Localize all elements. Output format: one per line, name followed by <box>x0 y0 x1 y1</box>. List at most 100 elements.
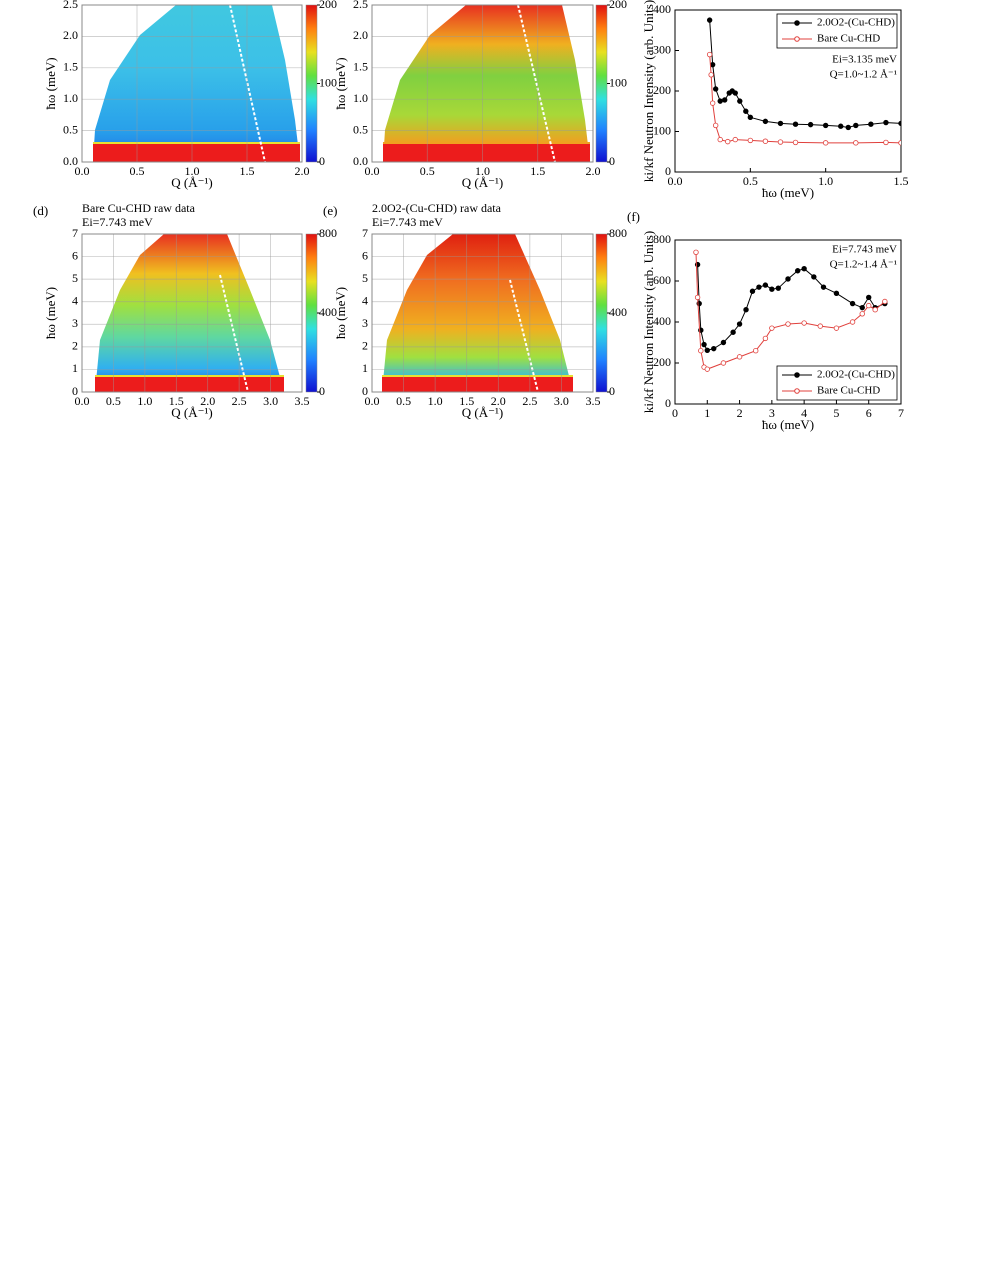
x-tick-label: 0.0 <box>75 394 90 408</box>
data-point <box>722 97 728 103</box>
data-point <box>753 348 759 354</box>
x-tick-label: 1.0 <box>137 394 152 408</box>
colorbar <box>595 233 608 393</box>
data-point <box>717 98 723 104</box>
legend-box <box>776 365 898 401</box>
panel-label: (f) <box>627 209 640 224</box>
data-point <box>717 136 723 143</box>
data-point <box>704 347 710 353</box>
plot-area <box>706 17 901 146</box>
data-point <box>712 86 719 92</box>
y-tick-label: 3 <box>72 316 78 330</box>
x-tick-label: 0.5 <box>106 394 121 408</box>
colorbar-label: 400 <box>319 305 337 319</box>
x-tick-label: 1.5 <box>240 164 255 178</box>
x-tick-label: 1.5 <box>530 164 545 178</box>
y-tick-label: 400 <box>653 2 671 16</box>
data-point <box>820 284 827 290</box>
colorbar-label: 200 <box>319 0 337 11</box>
legend-box <box>776 13 898 49</box>
y-tick-label: 0 <box>72 384 78 398</box>
data-point <box>785 276 791 282</box>
y-tick-label: 1.0 <box>63 91 78 105</box>
colorbar-label: 400 <box>609 305 627 319</box>
data-point <box>838 123 844 129</box>
y-tick-label: 0.5 <box>63 122 78 136</box>
y-axis-label: ħω (meV) <box>43 57 58 109</box>
panel-label: (d) <box>33 203 48 218</box>
x-tick-label: 4 <box>801 406 807 420</box>
y-tick-label: 0.0 <box>63 154 78 168</box>
legend-marker <box>794 388 800 394</box>
data-point <box>801 320 807 326</box>
data-point <box>811 274 817 280</box>
data-point <box>730 329 736 335</box>
data-point <box>868 121 874 127</box>
panel-subtitle: Ei=7.743 meV <box>82 215 153 229</box>
colorbar <box>595 4 608 163</box>
x-tick-label: 1.5 <box>459 394 474 408</box>
x-tick-label: 1.0 <box>818 174 833 188</box>
data-point <box>882 298 888 305</box>
x-tick-label: 6 <box>866 406 872 420</box>
data-point <box>732 136 738 143</box>
data-point <box>712 122 719 129</box>
colorbar <box>305 4 318 163</box>
x-tick-label: 0.5 <box>743 174 758 188</box>
y-tick-label: 200 <box>653 355 671 369</box>
x-tick-label: 1.0 <box>475 164 490 178</box>
x-tick-label: 2.0 <box>491 394 506 408</box>
data-point <box>732 90 738 96</box>
data-point <box>711 345 717 352</box>
x-tick-label: 1 <box>704 406 710 420</box>
colorbar-label: 0 <box>609 384 615 398</box>
y-tick-label: 0.0 <box>353 154 368 168</box>
x-axis-label: Q (Å⁻¹) <box>171 405 212 420</box>
heatmap-image <box>93 4 300 163</box>
data-point <box>743 307 749 313</box>
x-axis-label: ħω (meV) <box>762 417 814 432</box>
data-point <box>737 98 743 104</box>
y-tick-label: 1.5 <box>353 60 368 74</box>
panel-title: Bare Cu-CHD raw data <box>82 201 196 215</box>
data-point <box>743 108 749 114</box>
legend-marker <box>794 20 800 26</box>
y-tick-label: 7 <box>362 226 368 240</box>
data-point <box>762 335 769 342</box>
x-tick-label: 3.0 <box>263 394 278 408</box>
plot-frame <box>674 239 902 405</box>
data-point <box>769 286 775 292</box>
x-tick-label: 2.5 <box>232 394 247 408</box>
data-point <box>898 120 901 127</box>
y-tick-label: 0 <box>665 164 671 178</box>
x-tick-label: 2.5 <box>522 394 537 408</box>
data-point <box>706 51 713 58</box>
y-tick-label: 2.0 <box>353 28 368 42</box>
y-axis-label: ki/kf Neutron Intensity (arb. Units) <box>641 231 656 413</box>
colorbar-label: 0 <box>319 154 325 168</box>
plot-area <box>693 249 888 372</box>
y-tick-label: 4 <box>362 293 368 307</box>
data-point <box>849 319 856 325</box>
x-tick-label: 2.0 <box>295 164 310 178</box>
y-tick-label: 100 <box>653 123 671 137</box>
data-point <box>762 138 769 144</box>
legend-marker <box>794 372 800 378</box>
x-tick-label: 3.0 <box>554 394 569 408</box>
data-point <box>866 294 872 301</box>
data-point <box>749 288 756 294</box>
data-point <box>792 139 799 146</box>
panel-subtitle: Ei=7.743 meV <box>372 215 443 229</box>
plot-frame <box>674 9 902 173</box>
x-tick-label: 0.0 <box>75 164 90 178</box>
y-tick-label: 4 <box>72 293 78 307</box>
data-point <box>859 304 865 311</box>
data-point <box>736 321 743 327</box>
x-tick-label: 1.0 <box>428 394 443 408</box>
x-tick-label: 0.5 <box>396 394 411 408</box>
annotation: Ei=7.743 meV <box>832 244 897 256</box>
data-point <box>706 17 713 23</box>
x-axis-label: Q (Å⁻¹) <box>462 175 503 190</box>
y-tick-label: 6 <box>362 248 368 262</box>
